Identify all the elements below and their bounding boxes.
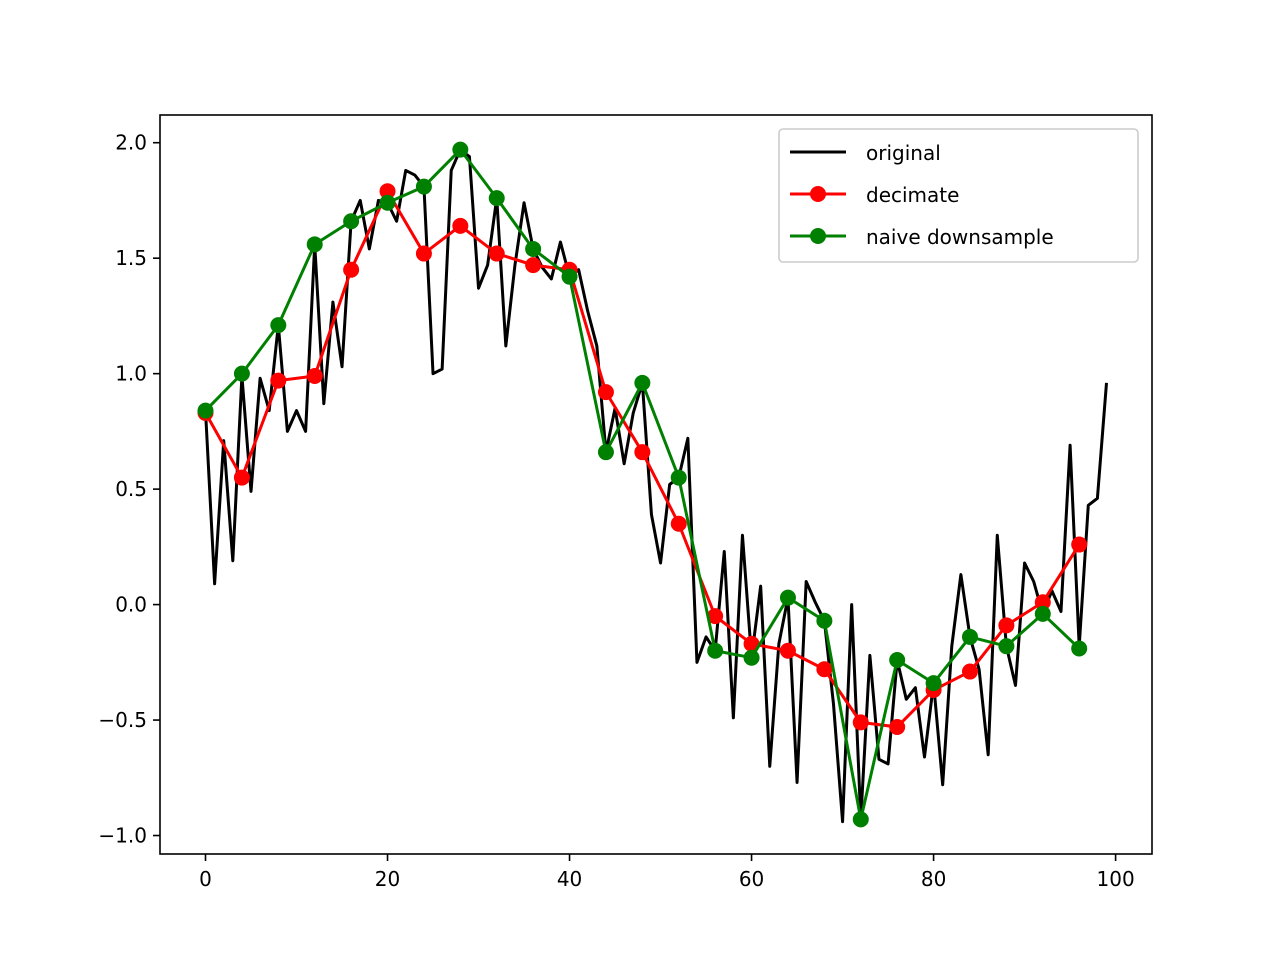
point-decimate — [743, 635, 760, 652]
point-naive-downsample — [415, 178, 432, 195]
point-naive-downsample — [488, 190, 505, 207]
legend-box — [778, 128, 1139, 263]
point-naive-downsample — [743, 649, 760, 666]
point-decimate — [233, 469, 250, 486]
y-tick-label: −1.0 — [98, 824, 147, 848]
point-decimate — [488, 245, 505, 262]
point-naive-downsample — [197, 402, 214, 419]
point-naive-downsample — [597, 444, 614, 461]
point-decimate — [961, 663, 978, 680]
x-tick-label: 100 — [1097, 867, 1135, 891]
y-tick-label: 0.0 — [115, 593, 147, 617]
point-naive-downsample — [852, 811, 869, 828]
legend-label-original: original — [866, 141, 941, 165]
point-decimate — [379, 183, 396, 200]
x-tick-label: 40 — [557, 867, 582, 891]
point-naive-downsample — [233, 365, 250, 382]
legend-label-decimate: decimate — [866, 183, 959, 207]
legend-marker-decimate — [810, 186, 826, 202]
point-decimate — [452, 217, 469, 234]
y-tick-label: 2.0 — [115, 131, 147, 155]
legend-marker-naive-downsample — [810, 228, 826, 244]
y-tick-label: 1.0 — [115, 362, 147, 386]
y-tick-label: −0.5 — [98, 708, 147, 732]
point-decimate — [998, 617, 1015, 634]
point-naive-downsample — [925, 675, 942, 692]
x-tick-label: 60 — [739, 867, 764, 891]
point-decimate — [852, 714, 869, 731]
plot-frame — [159, 114, 1153, 855]
point-naive-downsample — [670, 469, 687, 486]
point-naive-downsample — [1034, 605, 1051, 622]
y-tick-label: 0.5 — [115, 477, 147, 501]
point-naive-downsample — [561, 268, 578, 285]
point-decimate — [634, 444, 651, 461]
point-decimate — [779, 642, 796, 659]
point-naive-downsample — [270, 317, 287, 334]
point-decimate — [707, 608, 724, 625]
point-naive-downsample — [1071, 640, 1088, 657]
point-naive-downsample — [889, 652, 906, 669]
point-naive-downsample — [816, 612, 833, 629]
point-naive-downsample — [634, 374, 651, 391]
x-tick-label: 0 — [199, 867, 212, 891]
series-line-original — [204, 148, 1108, 824]
point-naive-downsample — [306, 236, 323, 253]
point-decimate — [343, 261, 360, 278]
x-tick-label: 80 — [921, 867, 946, 891]
point-naive-downsample — [707, 642, 724, 659]
series-layer — [197, 141, 1108, 828]
point-decimate — [525, 257, 542, 274]
point-decimate — [816, 661, 833, 678]
y-tick-label: 1.5 — [115, 246, 147, 270]
legend: original decimate naive downsample — [778, 128, 1139, 263]
point-decimate — [1071, 536, 1088, 553]
point-naive-downsample — [998, 638, 1015, 655]
x-tick-label: 20 — [375, 867, 400, 891]
point-decimate — [670, 515, 687, 532]
point-decimate — [597, 384, 614, 401]
point-decimate — [415, 245, 432, 262]
x-axis: 0 20 40 60 80 100 — [199, 854, 1135, 891]
legend-label-naive-downsample: naive downsample — [866, 225, 1054, 249]
legend-entry-naive-downsample: naive downsample — [790, 225, 1054, 249]
y-axis: −1.0 −0.5 0.0 0.5 1.0 1.5 2.0 — [98, 131, 160, 848]
point-naive-downsample — [343, 213, 360, 230]
point-naive-downsample — [379, 194, 396, 211]
point-decimate — [889, 718, 906, 735]
point-naive-downsample — [961, 628, 978, 645]
point-decimate — [270, 372, 287, 389]
point-decimate — [1034, 594, 1051, 611]
point-decimate — [306, 367, 323, 384]
point-naive-downsample — [525, 240, 542, 257]
point-naive-downsample — [779, 589, 796, 606]
legend-entry-decimate: decimate — [790, 183, 959, 207]
point-naive-downsample — [452, 141, 469, 158]
series-naive-downsample — [197, 141, 1088, 828]
series-original — [204, 148, 1108, 824]
legend-entry-original: original — [790, 141, 941, 165]
